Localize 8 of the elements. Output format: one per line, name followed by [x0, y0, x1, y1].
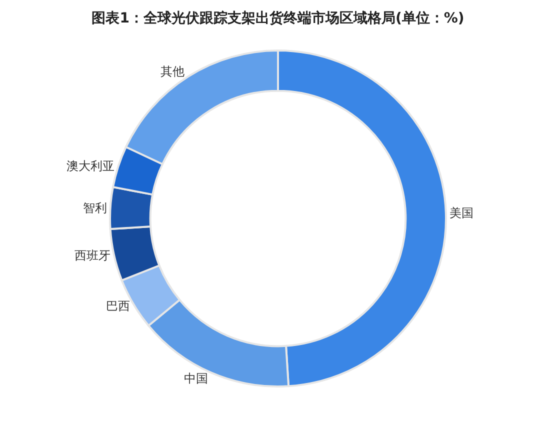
slice-label: 中国 — [184, 372, 208, 386]
slice-label: 澳大利亚 — [66, 158, 115, 173]
slice-label: 其他 — [160, 64, 184, 79]
slice-label: 巴西 — [106, 298, 130, 313]
chart-title: 图表1：全球光伏跟踪支架出货终端市场区域格局(单位：%) — [92, 10, 464, 27]
slice-label: 智利 — [82, 200, 107, 215]
slice-label: 美国 — [449, 206, 474, 220]
slice-label: 西班牙 — [74, 248, 111, 262]
